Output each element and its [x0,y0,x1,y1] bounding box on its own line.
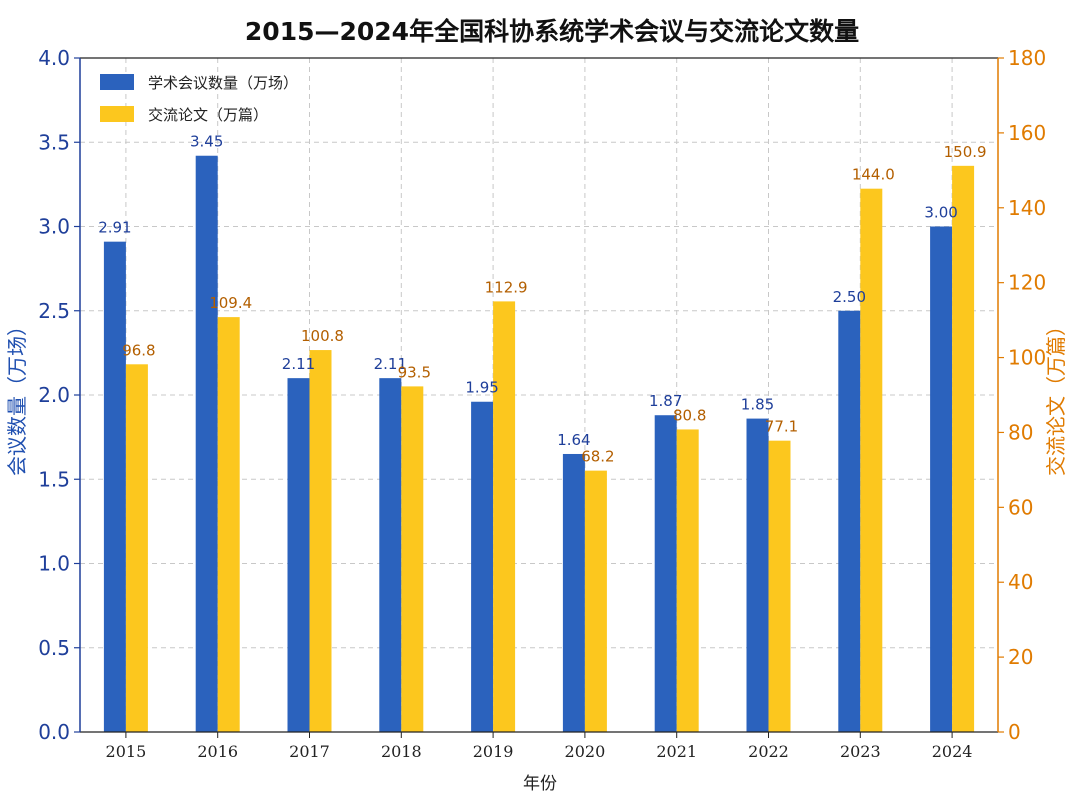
y-right-tick-label: 100 [1008,346,1046,370]
chart-title: 2015—2024年全国科协系统学术会议与交流论文数量 [245,17,859,46]
x-tick-label-2020: 2020 [565,742,606,761]
bar-meetings-2017 [287,378,310,732]
bar-papers-2020 [584,470,607,732]
legend-swatch-papers [100,106,134,122]
bar-papers-2017 [309,350,332,732]
value-label-papers-2015: 96.8 [122,341,155,359]
x-tick-label-2023: 2023 [840,742,881,761]
value-label-papers-2022: 77.1 [765,418,798,436]
y-right-tick-label: 120 [1008,271,1046,295]
value-label-papers-2020: 68.2 [581,448,614,466]
x-axis-label: 年份 [523,774,557,794]
bar-papers-2016 [217,317,240,732]
bar-meetings-2018 [379,378,402,732]
bars-group [103,155,975,733]
x-tick-label-2024: 2024 [932,742,973,761]
x-tick-label-2015: 2015 [106,742,147,761]
bar-papers-2015 [125,364,148,732]
y-left-tick-label: 1.5 [38,467,70,491]
bar-meetings-2020 [562,453,585,732]
y-left-tick-label: 1.0 [38,552,70,576]
value-label-papers-2023: 144.0 [852,166,895,184]
value-label-meetings-2015: 2.91 [98,219,131,237]
y-right-tick-label: 180 [1008,46,1046,70]
y-left-tick-label: 3.0 [38,215,70,239]
bar-meetings-2024 [930,226,953,732]
value-label-papers-2016: 109.4 [209,294,252,312]
x-tick-label-2018: 2018 [381,742,422,761]
x-tick-label-2019: 2019 [473,742,514,761]
legend-label-meetings: 学术会议数量（万场） [148,74,298,92]
value-label-meetings-2020: 1.64 [557,431,590,449]
y-axis-left-label: 会议数量（万场） [5,316,29,476]
data-labels-group: 2.9196.83.45109.42.11100.82.1193.51.9511… [98,133,986,466]
y-left-tick-label: 3.5 [38,130,70,154]
y-right-tick-label: 20 [1008,645,1033,669]
legend-label-papers: 交流论文（万篇） [148,106,268,124]
value-label-papers-2024: 150.9 [944,143,987,161]
x-tick-label-2016: 2016 [197,742,238,761]
x-tick-label-2021: 2021 [656,742,697,761]
x-tick-label-2017: 2017 [289,742,330,761]
value-label-papers-2018: 93.5 [398,363,431,381]
x-tick-label-2022: 2022 [748,742,789,761]
bar-papers-2018 [401,386,424,732]
bar-meetings-2015 [103,241,126,733]
y-right-tick-label: 80 [1008,420,1033,444]
y-right-tick-label: 140 [1008,196,1046,220]
y-right-tick-label: 160 [1008,121,1046,145]
y-right-tick-label: 40 [1008,570,1033,594]
bar-meetings-2019 [471,401,494,732]
y-axis-right-label: 交流论文（万篇） [1044,316,1068,476]
value-label-meetings-2019: 1.95 [465,379,498,397]
legend-swatch-meetings [100,74,134,90]
bar-meetings-2016 [195,155,218,733]
bar-papers-2019 [493,301,516,732]
value-label-meetings-2023: 2.50 [833,288,866,306]
value-label-papers-2021: 80.8 [673,406,706,424]
y-left-tick-label: 0.0 [38,720,70,744]
value-label-papers-2017: 100.8 [301,327,344,345]
value-label-meetings-2017: 2.11 [282,355,315,373]
value-label-meetings-2021: 1.87 [649,392,682,410]
y-left-tick-label: 0.5 [38,636,70,660]
bar-meetings-2023 [838,310,861,732]
bar-meetings-2021 [654,415,677,732]
bar-papers-2022 [768,440,791,732]
y-right-tick-label: 60 [1008,495,1033,519]
value-label-meetings-2024: 3.00 [924,204,957,222]
value-label-meetings-2022: 1.85 [741,396,774,414]
y-right-tick-label: 0 [1008,720,1021,744]
bar-papers-2021 [676,429,699,732]
value-label-papers-2019: 112.9 [485,278,528,296]
axes-group: 2015 2016 2017 2018 2019 2020 2021 2022 2023 2024… [38,46,1046,761]
bar-papers-2024 [952,165,975,733]
legend: 学术会议数量（万场） 交流论文（万篇） [100,74,298,124]
value-label-meetings-2018: 2.11 [374,355,407,373]
bar-papers-2023 [860,188,883,733]
value-label-meetings-2016: 3.45 [190,133,223,151]
y-left-tick-label: 2.5 [38,299,70,323]
bar-meetings-2022 [746,418,769,732]
y-left-tick-label: 4.0 [38,46,70,70]
y-left-tick-label: 2.0 [38,383,70,407]
